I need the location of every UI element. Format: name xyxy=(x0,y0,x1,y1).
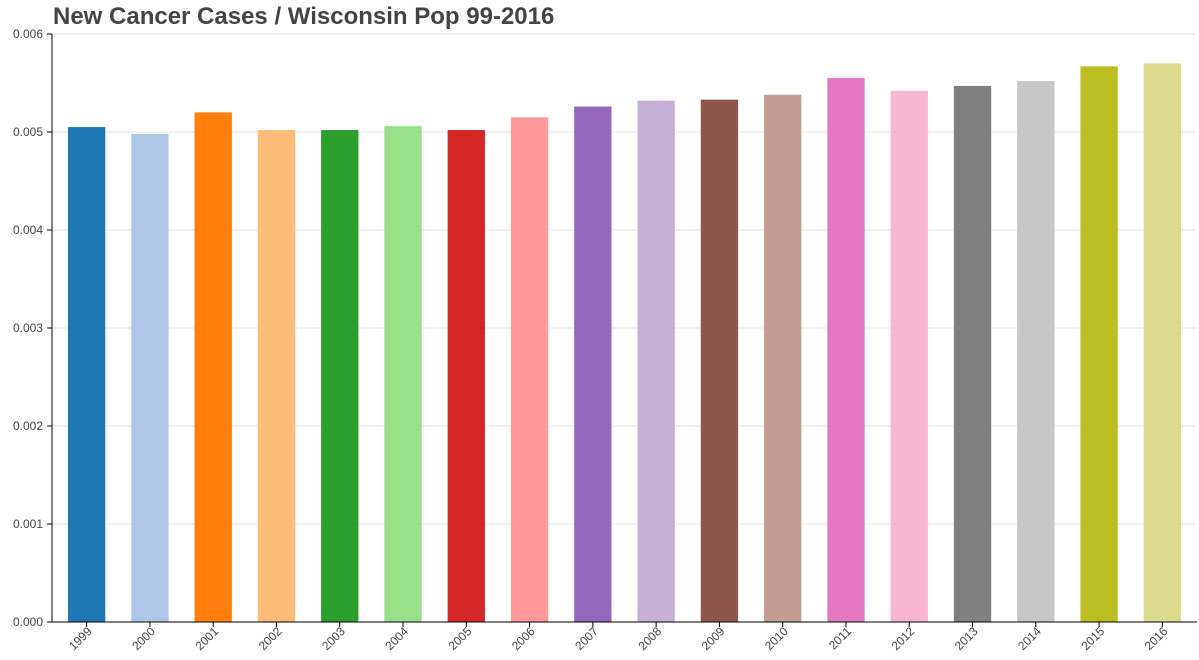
x-tick-label: 2004 xyxy=(382,624,411,653)
x-tick-label: 2003 xyxy=(319,624,348,653)
y-tick-label: 0.000 xyxy=(13,615,43,629)
x-tick-label: 2001 xyxy=(193,624,222,653)
y-tick-label: 0.005 xyxy=(13,125,43,139)
bar-2009 xyxy=(700,99,739,622)
bar-2010 xyxy=(764,94,802,622)
x-tick-label: 2016 xyxy=(1142,624,1171,653)
bar-2004 xyxy=(384,126,422,623)
bar-2002 xyxy=(257,130,296,623)
bar-2003 xyxy=(321,130,359,623)
y-tick-label: 0.006 xyxy=(13,27,43,41)
bar-2005 xyxy=(447,130,485,623)
bars xyxy=(67,63,1182,623)
x-tick-label: 2006 xyxy=(509,624,538,653)
x-tick-label: 2012 xyxy=(889,624,918,653)
x-tick-label: 2008 xyxy=(635,624,664,653)
y-tick-label: 0.004 xyxy=(13,223,43,237)
x-tick-label: 2000 xyxy=(129,624,158,653)
bar-2001 xyxy=(194,112,232,623)
bar-2006 xyxy=(510,117,549,623)
x-tick-label: 2007 xyxy=(572,624,601,653)
y-tick-label: 0.002 xyxy=(13,419,43,433)
bar-2014 xyxy=(1017,81,1055,623)
bar-2011 xyxy=(827,78,865,623)
x-tick-label: 2015 xyxy=(1078,624,1107,653)
bar-2000 xyxy=(131,133,169,622)
bar-2015 xyxy=(1080,66,1118,623)
bar-2012 xyxy=(890,90,928,623)
y-tick-label: 0.003 xyxy=(13,321,43,335)
x-tick-label: 2010 xyxy=(762,624,791,653)
x-tick-label: 2002 xyxy=(256,624,285,653)
x-tick-label: 2009 xyxy=(699,624,728,653)
x-tick-label: 2005 xyxy=(446,624,475,653)
x-tick-label: 1999 xyxy=(66,624,95,653)
chart-title: New Cancer Cases / Wisconsin Pop 99-2016 xyxy=(53,3,554,30)
bar-2007 xyxy=(574,106,612,622)
bar-1999 xyxy=(67,127,106,622)
bar-2008 xyxy=(637,100,675,622)
bar-2013 xyxy=(953,85,992,622)
x-tick-label: 2013 xyxy=(952,624,981,653)
x-axis-ticks: 1999 2000 2001 2002 2003 2004 2005 2006 2007 2008… xyxy=(66,622,1171,653)
gridlines xyxy=(52,33,1197,525)
x-tick-label: 2014 xyxy=(1015,624,1044,653)
y-tick-label: 0.001 xyxy=(13,517,43,531)
x-tick-label: 2011 xyxy=(826,624,854,652)
bar-2016 xyxy=(1143,63,1182,622)
y-axis-ticks: 0.000 0.001 0.002 0.003 0.004 0.005 0.006 xyxy=(13,27,52,629)
